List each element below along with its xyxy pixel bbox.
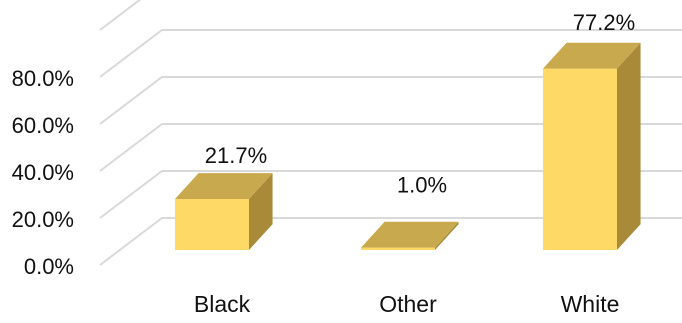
y-tick-label: 0.0% [24, 254, 74, 279]
y-tick-label: 80.0% [12, 66, 74, 91]
data-label: 21.7% [205, 143, 267, 168]
x-tick-label: White [561, 291, 620, 317]
gridlines [99, 0, 682, 266]
bar-side [249, 173, 273, 250]
data-label: 1.0% [397, 173, 447, 198]
gridline [99, 76, 682, 125]
bar-side [435, 221, 459, 250]
x-tick-label: Other [379, 291, 437, 317]
bar [543, 42, 641, 251]
y-tick-label: 20.0% [12, 207, 74, 232]
gridline [99, 170, 682, 219]
bar-top [361, 221, 459, 248]
bar-front [175, 199, 249, 250]
bar-top [543, 42, 641, 69]
gridline [99, 29, 682, 78]
x-tick-label: Black [194, 291, 251, 317]
bars [175, 42, 641, 251]
bar [175, 173, 273, 250]
gridline [99, 217, 682, 266]
y-axis: 0.0% 20.0% 40.0% 60.0% 80.0% [12, 66, 74, 279]
x-axis: Black Other White [194, 291, 620, 317]
data-labels: 21.7% 1.0% 77.2% [205, 10, 635, 198]
gridline [99, 123, 682, 172]
bar-side [617, 42, 641, 251]
bar-front [361, 247, 435, 250]
y-tick-label: 40.0% [12, 160, 74, 185]
y-tick-label: 60.0% [12, 113, 74, 138]
bar-top [175, 173, 273, 200]
bar [361, 221, 459, 250]
data-label: 77.2% [573, 10, 635, 35]
bar-front [543, 68, 617, 250]
gridline [99, 0, 142, 31]
